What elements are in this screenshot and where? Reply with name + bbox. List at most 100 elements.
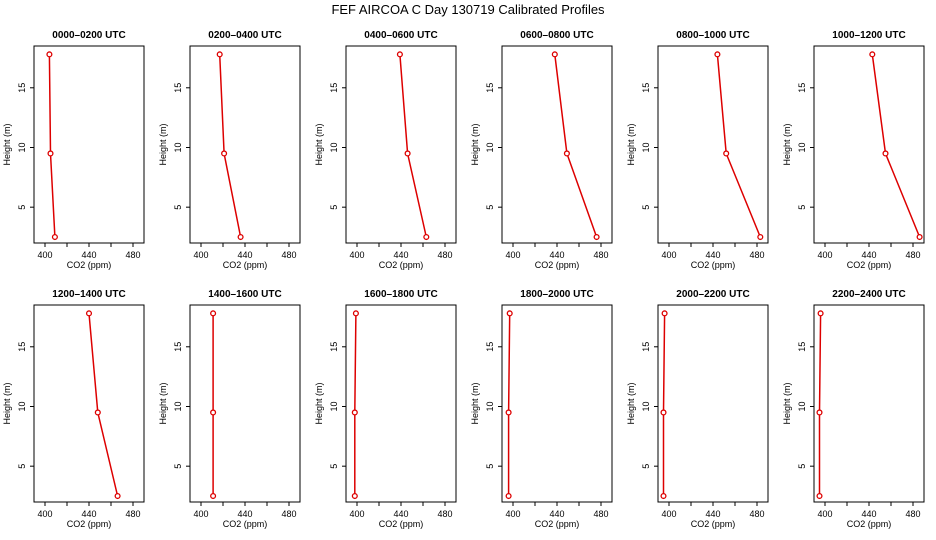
data-point-marker (47, 150, 54, 157)
y-tick-label: 5 (173, 205, 183, 210)
y-tick-label: 10 (17, 401, 27, 411)
data-point-marker (816, 409, 823, 416)
y-tick-label: 15 (485, 83, 495, 93)
x-tick-label: 480 (905, 509, 920, 519)
x-tick-label: 440 (81, 250, 96, 260)
x-tick-label: 440 (393, 509, 408, 519)
data-point-marker (661, 310, 668, 317)
data-point-marker (882, 150, 889, 157)
x-axis-label: CO2 (ppm) (223, 260, 268, 270)
figure-title: FEF AIRCOA C Day 130719 Calibrated Profi… (331, 2, 605, 17)
data-point-marker (396, 51, 403, 58)
data-point-marker (723, 150, 730, 157)
x-axis-label: CO2 (ppm) (379, 519, 424, 529)
plot-frame (189, 45, 301, 244)
x-axis-label: CO2 (ppm) (847, 260, 892, 270)
y-tick-label: 5 (641, 464, 651, 469)
profile-line (399, 54, 428, 238)
y-tick-label: 15 (797, 83, 807, 93)
y-tick-label: 10 (485, 142, 495, 152)
data-point-marker (114, 492, 121, 500)
y-tick-label: 10 (17, 142, 27, 152)
profile-line (88, 313, 119, 497)
profile-panel: 0600–0800 UTC 400 440 480 5 10 15 CO2 (ppm) Heig… (470, 30, 613, 270)
profile-panel: 1200–1400 UTC 400 440 480 5 10 15 CO2 (ppm) Heig… (2, 289, 145, 529)
x-tick-label: 480 (437, 250, 452, 260)
x-tick-label: 480 (749, 509, 764, 519)
profile-line (818, 313, 822, 496)
y-tick-label: 10 (329, 401, 339, 411)
y-tick-label: 5 (641, 205, 651, 210)
x-tick-label: 440 (705, 250, 720, 260)
y-axis-label: Height (m) (314, 382, 324, 424)
x-tick-label: 400 (349, 509, 364, 519)
profile-panel: 0200–0400 UTC 400 440 480 5 10 15 CO2 (ppm) Heig… (158, 30, 301, 270)
x-tick-label: 400 (193, 250, 208, 260)
profile-line (48, 54, 56, 238)
y-tick-label: 5 (17, 205, 27, 210)
y-tick-label: 10 (173, 401, 183, 411)
profile-panel: 1600–1800 UTC 400 440 480 5 10 15 CO2 (ppm) Heig… (314, 289, 457, 529)
profile-panel: 1000–1200 UTC 400 440 480 5 10 15 CO2 (ppm) Heig… (782, 30, 925, 270)
y-tick-label: 15 (329, 83, 339, 93)
profile-panel: 2000–2200 UTC 400 440 480 5 10 15 CO2 (ppm) Heig… (626, 289, 769, 529)
y-tick-label: 5 (329, 464, 339, 469)
y-axis-label: Height (m) (470, 382, 480, 424)
profile-line (218, 54, 242, 238)
plot-frame (189, 304, 301, 503)
data-point-marker (210, 492, 217, 500)
y-tick-label: 10 (173, 142, 183, 152)
x-tick-label: 440 (861, 250, 876, 260)
data-point-marker (505, 409, 512, 416)
x-tick-label: 440 (549, 250, 564, 260)
plot-frame (345, 304, 457, 503)
x-tick-label: 400 (505, 509, 520, 519)
y-tick-label: 5 (329, 205, 339, 210)
profile-panel: 0000–0200 UTC 400 440 480 5 10 15 CO2 (ppm) Heig… (2, 30, 145, 270)
data-point-marker (660, 492, 667, 500)
profile-line (871, 54, 921, 238)
data-point-marker (660, 409, 667, 416)
profile-line (507, 313, 511, 496)
x-tick-label: 400 (349, 250, 364, 260)
y-tick-label: 15 (797, 342, 807, 352)
data-point-marker (916, 233, 923, 241)
y-tick-label: 5 (485, 464, 495, 469)
data-point-marker (221, 150, 228, 157)
data-point-marker (94, 409, 101, 416)
panel-title: 2200–2400 UTC (832, 289, 905, 300)
y-axis-label: Height (m) (626, 382, 636, 424)
data-point-marker (404, 150, 411, 157)
data-point-marker (714, 51, 721, 58)
y-tick-label: 15 (173, 342, 183, 352)
y-tick-label: 15 (485, 342, 495, 352)
x-tick-label: 400 (661, 509, 676, 519)
x-axis-label: CO2 (ppm) (535, 519, 580, 529)
panel-title: 1400–1600 UTC (208, 289, 281, 300)
y-axis-label: Height (m) (2, 123, 12, 165)
panel-title: 0000–0200 UTC (52, 30, 125, 41)
data-point-marker (505, 492, 512, 500)
data-point-marker (869, 51, 876, 58)
x-tick-label: 440 (705, 509, 720, 519)
data-point-marker (423, 233, 430, 241)
y-tick-label: 15 (641, 342, 651, 352)
data-point-marker (551, 51, 558, 58)
data-point-marker (210, 310, 217, 317)
y-axis-label: Height (m) (782, 123, 792, 165)
x-axis-label: CO2 (ppm) (535, 260, 580, 270)
panel-title: 0800–1000 UTC (676, 30, 749, 41)
y-tick-label: 10 (485, 401, 495, 411)
x-tick-label: 480 (125, 509, 140, 519)
x-tick-label: 480 (749, 250, 764, 260)
panel-title: 0400–0600 UTC (364, 30, 437, 41)
data-point-marker (817, 310, 824, 317)
x-axis-label: CO2 (ppm) (379, 260, 424, 270)
y-axis-label: Height (m) (158, 123, 168, 165)
x-tick-label: 480 (437, 509, 452, 519)
y-tick-label: 5 (797, 464, 807, 469)
data-point-marker (816, 492, 823, 500)
y-tick-label: 10 (797, 142, 807, 152)
data-point-marker (351, 409, 358, 416)
